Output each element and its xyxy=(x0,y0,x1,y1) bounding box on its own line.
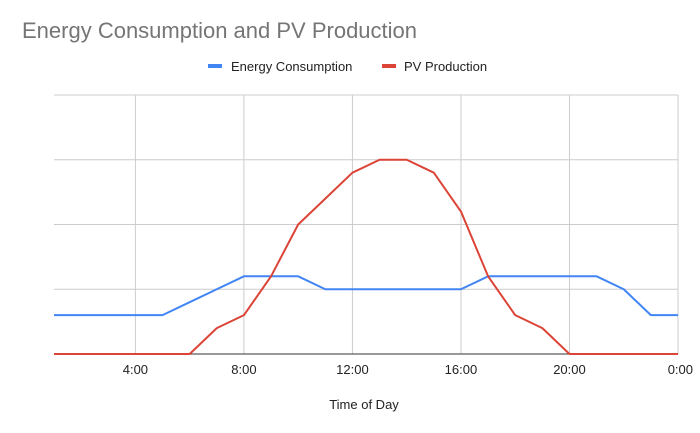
legend-label: PV Production xyxy=(404,59,487,74)
series-line-pv-production xyxy=(54,158,678,355)
legend-label: Energy Consumption xyxy=(231,59,352,74)
x-tick-label: 0:00 xyxy=(668,362,693,377)
x-axis-title: Time of Day xyxy=(329,397,399,412)
x-tick-labels: 4:00 8:00 12:00 16:00 20:00 0:00 xyxy=(123,362,693,377)
x-tick-label: 4:00 xyxy=(123,362,148,377)
legend: Energy Consumption PV Production xyxy=(208,59,487,74)
x-tick-label: 16:00 xyxy=(445,362,478,377)
x-tick-label: 12:00 xyxy=(336,362,369,377)
x-tick-label: 20:00 xyxy=(553,362,586,377)
chart-title: Energy Consumption and PV Production xyxy=(22,18,418,43)
series-line-energy-consumption xyxy=(54,275,678,317)
series-lines xyxy=(54,158,678,355)
x-tick-label: 8:00 xyxy=(231,362,256,377)
